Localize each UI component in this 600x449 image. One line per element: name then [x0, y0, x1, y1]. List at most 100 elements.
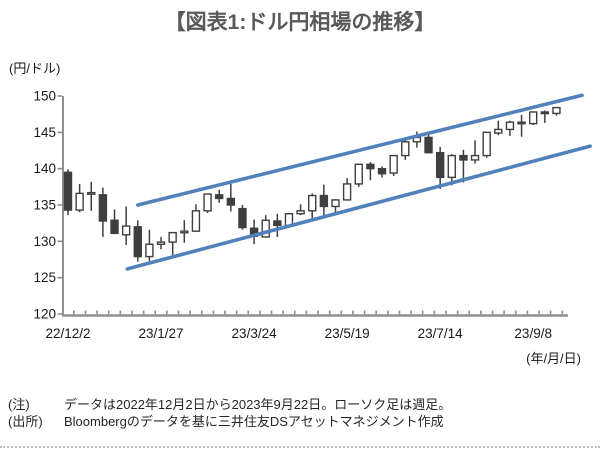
x-tick-label: 23/9/8	[514, 326, 552, 341]
candle	[517, 114, 526, 137]
candle-body	[389, 154, 398, 174]
candle	[145, 229, 154, 261]
candle	[424, 132, 433, 154]
x-tick-label: 22/12/2	[45, 326, 90, 341]
candle-body	[156, 241, 166, 245]
note-row-source-note: (注) データは2022年12月2日から2023年9月22日。ローソク足は週足。	[8, 396, 592, 413]
candle	[63, 169, 73, 216]
note-label: (注)	[8, 397, 30, 412]
candle	[249, 219, 259, 245]
candle-body	[517, 121, 526, 125]
candle	[459, 149, 468, 183]
candle-body	[447, 154, 456, 179]
candle-body	[133, 226, 142, 258]
candle-body	[180, 230, 189, 234]
usd-jpy-candlestick-chart: 150 145 140 135 130 125 120 22/12/2 23/1/27 23/3/…	[9, 61, 592, 366]
chart-title: 【図表1:ドル円相場の推移】	[164, 11, 436, 34]
note-row-data-source: (出所) Bloombergのデータを基に三井住友DSアセットマネジメント作成	[8, 413, 592, 430]
candle-body	[540, 111, 550, 115]
candle	[377, 166, 387, 178]
candle	[191, 204, 201, 232]
candle-body	[435, 151, 445, 179]
candle-body	[226, 197, 236, 206]
candle	[121, 206, 131, 245]
candle	[180, 220, 189, 243]
candle	[447, 154, 456, 186]
candle	[203, 193, 212, 213]
candle	[319, 184, 329, 216]
candle-body	[203, 193, 212, 212]
candle	[552, 106, 561, 116]
candle-body	[494, 128, 503, 134]
y-tick-label: 145	[33, 125, 56, 140]
x-axis-unit-label: (年/月/日)	[526, 351, 581, 366]
x-tick-label: 23/1/27	[139, 326, 184, 341]
y-tick-label: 140	[33, 161, 56, 176]
candle	[482, 131, 491, 158]
candle-body	[98, 194, 108, 222]
y-tick-label: 150	[33, 89, 56, 104]
candle	[494, 120, 503, 136]
candle	[366, 162, 375, 181]
trend-line-upper	[135, 93, 584, 207]
candle-body	[63, 171, 73, 211]
candle	[133, 220, 142, 262]
y-tick-label: 120	[33, 307, 56, 322]
candle-body	[191, 210, 201, 232]
candle-body	[296, 210, 305, 215]
candle	[540, 110, 550, 123]
candle	[389, 154, 398, 176]
candle-body	[470, 154, 480, 161]
x-tick-label: 23/3/24	[232, 326, 278, 341]
candle-body	[377, 167, 387, 175]
candle	[273, 213, 282, 237]
candle-body	[145, 243, 154, 258]
candle	[156, 236, 166, 250]
candle-body	[529, 111, 538, 125]
candle-body	[75, 192, 84, 211]
candle	[342, 178, 352, 201]
bottom-dotted-divider	[0, 446, 600, 448]
candle	[168, 231, 177, 256]
candle	[354, 163, 363, 187]
candle-body	[214, 194, 224, 200]
candle	[75, 183, 84, 213]
y-tick-label: 125	[33, 270, 56, 285]
candle-body	[366, 163, 375, 170]
y-axis-unit-label: (円/ドル)	[9, 61, 60, 76]
trend-line-lower	[125, 144, 592, 271]
candle-body	[424, 136, 433, 154]
candle-body	[459, 154, 468, 161]
candle	[435, 146, 445, 190]
footnotes: (注) データは2022年12月2日から2023年9月22日。ローソク足は週足。…	[8, 396, 592, 430]
candle	[238, 205, 247, 230]
candle-body	[261, 219, 270, 238]
candle-body	[110, 219, 119, 235]
candle-body	[87, 191, 96, 195]
x-tick-label: 23/5/19	[325, 326, 370, 341]
y-tick-label: 135	[33, 198, 56, 213]
candle-body	[168, 231, 177, 243]
candle	[87, 181, 96, 211]
x-tick-label: 23/7/14	[418, 326, 464, 341]
candle	[529, 111, 538, 126]
source-text: Bloombergのデータを基に三井住友DSアセットマネジメント作成	[64, 414, 444, 429]
candle-body	[505, 121, 515, 131]
source-label: (出所)	[8, 414, 43, 429]
candle-body	[308, 194, 317, 212]
candle	[505, 120, 515, 136]
candle-body	[121, 225, 131, 236]
candle	[296, 204, 305, 216]
candle-body	[238, 207, 247, 229]
candle-body	[354, 163, 363, 185]
candle	[98, 187, 108, 237]
candle-body	[482, 131, 491, 157]
candle	[110, 209, 119, 235]
candle	[308, 193, 317, 220]
candle-body	[401, 141, 410, 157]
candle	[226, 183, 236, 212]
y-tick-label: 130	[33, 234, 56, 249]
candle-body	[319, 194, 329, 208]
note-text: データは2022年12月2日から2023年9月22日。ローソク足は週足。	[64, 397, 452, 412]
